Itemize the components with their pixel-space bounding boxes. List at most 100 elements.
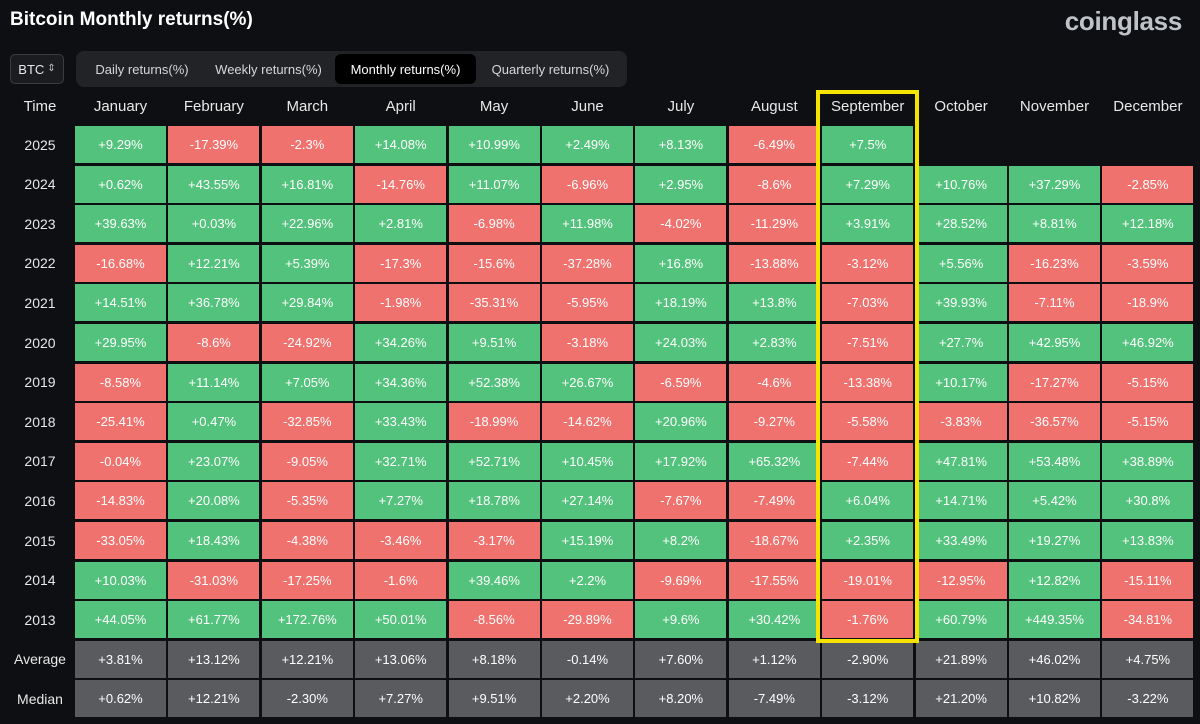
heatmap-cell: -3.18% [542,324,633,361]
heatmap-cell: +2.83% [728,324,820,361]
heatmap-cell: -5.15% [1102,403,1194,441]
heatmap-cell: -9.27% [728,403,820,441]
heatmap-cell: +7.05% [261,363,353,401]
year-label-2017: 2017 [24,453,56,470]
heatmap-cell: +13.06% [355,640,447,678]
heatmap-cell: -6.98% [448,205,540,243]
heatmap-cell: +16.8% [635,244,727,282]
heatmap-cell: -14.76% [355,165,447,203]
year-label-2020: 2020 [24,334,56,351]
heatmap-cell: -17.39% [168,126,260,163]
heatmap-cell: +30.8% [1102,482,1194,520]
year-label-2021: 2021 [24,294,56,311]
year-label-2025: 2025 [24,136,56,153]
heatmap-cell: +5.39% [261,244,353,282]
month-header-march: March [286,97,329,115]
heatmap-cell: +10.03% [75,561,166,599]
heatmap-cell: +3.91% [822,205,914,243]
heatmap-cell: -7.03% [822,284,914,322]
heatmap-cell: +5.42% [1009,482,1100,520]
heatmap-cell: +13.12% [168,640,260,678]
heatmap-cell: +0.62% [75,680,166,718]
heatmap-cell: +52.38% [448,363,540,401]
heatmap-cell: +38.89% [1102,442,1194,480]
heatmap-cell: -4.6% [728,363,820,401]
month-header-february: February [183,97,244,115]
heatmap-cell: +65.32% [728,442,820,480]
heatmap-cell: +11.98% [542,205,633,243]
heatmap-cell: +39.93% [915,284,1007,322]
heatmap-cell: +37.29% [1009,165,1100,203]
page-title: Bitcoin Monthly returns(%) [10,9,253,30]
heatmap-cell: +7.60% [635,640,727,678]
heatmap-cell: -24.92% [261,324,353,361]
heatmap-cell: +10.99% [448,126,540,163]
heatmap-cell: -1.98% [355,284,447,322]
heatmap-cell: +5.56% [915,244,1007,282]
heatmap-cell: -17.27% [1009,363,1100,401]
heatmap-cell: +13.8% [728,284,820,322]
asset-select[interactable]: BTC ⇕ [10,54,64,84]
heatmap-cell: +12.82% [1009,561,1100,599]
heatmap-cell: -5.35% [261,482,353,520]
heatmap-cell: +22.96% [261,205,353,243]
tab-weekly-returns[interactable]: Weekly returns(%) [215,61,322,77]
heatmap-cell: +15.19% [542,522,633,559]
tab-quarterly-returns[interactable]: Quarterly returns(%) [491,61,610,77]
heatmap-cell: -35.31% [448,284,540,322]
heatmap-cell: -7.49% [728,482,820,520]
heatmap-cell: +2.81% [355,205,447,243]
tab-daily-returns[interactable]: Daily returns(%) [95,61,189,77]
heatmap-cell: -8.6% [728,165,820,203]
heatmap-cell: +8.81% [1009,205,1100,243]
heatmap-cell: -1.76% [822,601,914,639]
tab-monthly-returns[interactable]: Monthly returns(%) [335,54,476,84]
heatmap-cell: +34.26% [355,324,447,361]
summary-label-average: Average [14,651,66,668]
returns-tab-bar: Daily returns(%) Weekly returns(%) Month… [76,51,627,87]
heatmap-cell: +2.20% [542,680,633,718]
heatmap-cell: -8.56% [448,601,540,639]
heatmap-cell: +27.7% [915,324,1007,361]
heatmap-cell: -3.83% [915,403,1007,441]
heatmap-cell: +53.48% [1009,442,1100,480]
year-label-2018: 2018 [24,413,56,430]
heatmap-cell: +2.49% [542,126,633,163]
heatmap-cell: -0.04% [75,442,166,480]
heatmap-cell: +50.01% [355,601,447,639]
heatmap-cell: -8.58% [75,363,166,401]
heatmap-cell: +18.78% [448,482,540,520]
heatmap-cell: -7.67% [635,482,727,520]
heatmap-cell: +12.18% [1102,205,1194,243]
heatmap-cell: -6.49% [728,126,820,163]
heatmap-cell: +9.6% [635,601,727,639]
summary-label-median: Median [17,690,63,707]
heatmap-cell: +11.14% [168,363,260,401]
heatmap-cell: -19.01% [822,561,914,599]
heatmap-cell: +18.43% [168,522,260,559]
heatmap-cell: +12.21% [261,640,353,678]
heatmap-cell: +4.75% [1102,640,1194,678]
heatmap-cell: +7.29% [822,165,914,203]
heatmap-cell: -14.83% [75,482,166,520]
year-label-2023: 2023 [24,215,56,232]
year-label-2019: 2019 [24,374,56,391]
heatmap-cell: -5.15% [1102,363,1194,401]
heatmap-cell: -9.69% [635,561,727,599]
heatmap-cell: +14.51% [75,284,166,322]
coinglass-logo: coinglass [1064,6,1183,36]
heatmap-cell: +2.2% [542,561,633,599]
month-header-august: August [750,97,798,115]
heatmap-cell: -3.59% [1102,244,1194,282]
heatmap-cell: -16.68% [75,244,166,282]
year-label-2024: 2024 [24,176,56,193]
heatmap-cell: +46.92% [1102,324,1194,361]
heatmap-cell: +20.96% [635,403,727,441]
heatmap-cell: -17.3% [355,244,447,282]
heatmap-cell: -6.59% [635,363,727,401]
heatmap-cell: +60.79% [915,601,1007,639]
heatmap-cell: +8.2% [635,522,727,559]
heatmap-cell: +2.35% [822,522,914,559]
heatmap-cell: +21.20% [915,680,1007,718]
heatmap-cell: -33.05% [75,522,166,559]
